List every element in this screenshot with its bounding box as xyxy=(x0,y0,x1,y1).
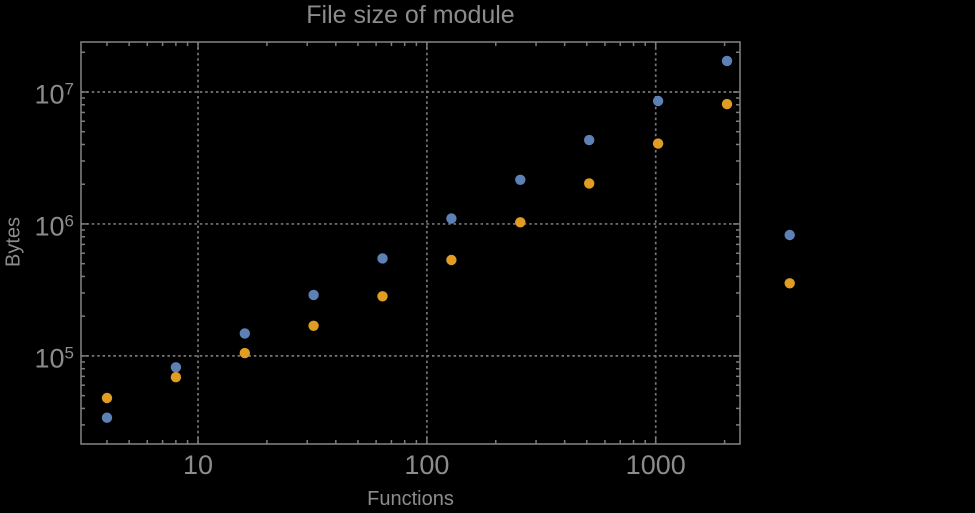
data-point-series-2 xyxy=(652,138,664,149)
y-tick-label: 105 xyxy=(34,343,74,374)
data-point-series-1 xyxy=(101,412,113,423)
data-point-series-1 xyxy=(308,289,319,301)
axis-ticks xyxy=(81,42,740,444)
gridlines xyxy=(81,42,740,444)
x-tick-label: 100 xyxy=(404,450,450,480)
data-point-series-1 xyxy=(652,95,664,107)
data-point-series-2 xyxy=(784,278,795,289)
data-point-series-2 xyxy=(239,347,250,359)
data-point-series-1 xyxy=(239,328,250,339)
data-point-series-2 xyxy=(170,372,182,383)
plot-frame xyxy=(80,41,741,445)
y-tick-label: 106 xyxy=(34,211,74,242)
x-tick-label: 1000 xyxy=(625,450,686,480)
data-point-series-2 xyxy=(515,217,526,228)
data-point-series-1 xyxy=(784,229,795,241)
data-point-series-1 xyxy=(377,253,388,264)
data-point-series-2 xyxy=(446,254,457,266)
frame-rect xyxy=(80,41,741,445)
data-point-series-1 xyxy=(170,362,182,373)
data-point-series-2 xyxy=(377,291,388,302)
data-point-series-2 xyxy=(584,178,595,189)
x-tick-label: 10 xyxy=(183,450,214,480)
y-tick-label: 107 xyxy=(34,79,74,110)
data-point-series-1 xyxy=(584,134,595,146)
data-point-series-1 xyxy=(446,213,457,224)
chart-title: File size of module xyxy=(306,1,515,29)
data-point-series-2 xyxy=(308,320,319,331)
x-axis-label: Functions xyxy=(367,488,454,510)
data-point-series-2 xyxy=(721,98,733,110)
data-points xyxy=(101,55,795,423)
data-point-series-1 xyxy=(515,174,526,185)
data-point-series-1 xyxy=(721,55,733,67)
data-point-series-2 xyxy=(101,392,113,404)
